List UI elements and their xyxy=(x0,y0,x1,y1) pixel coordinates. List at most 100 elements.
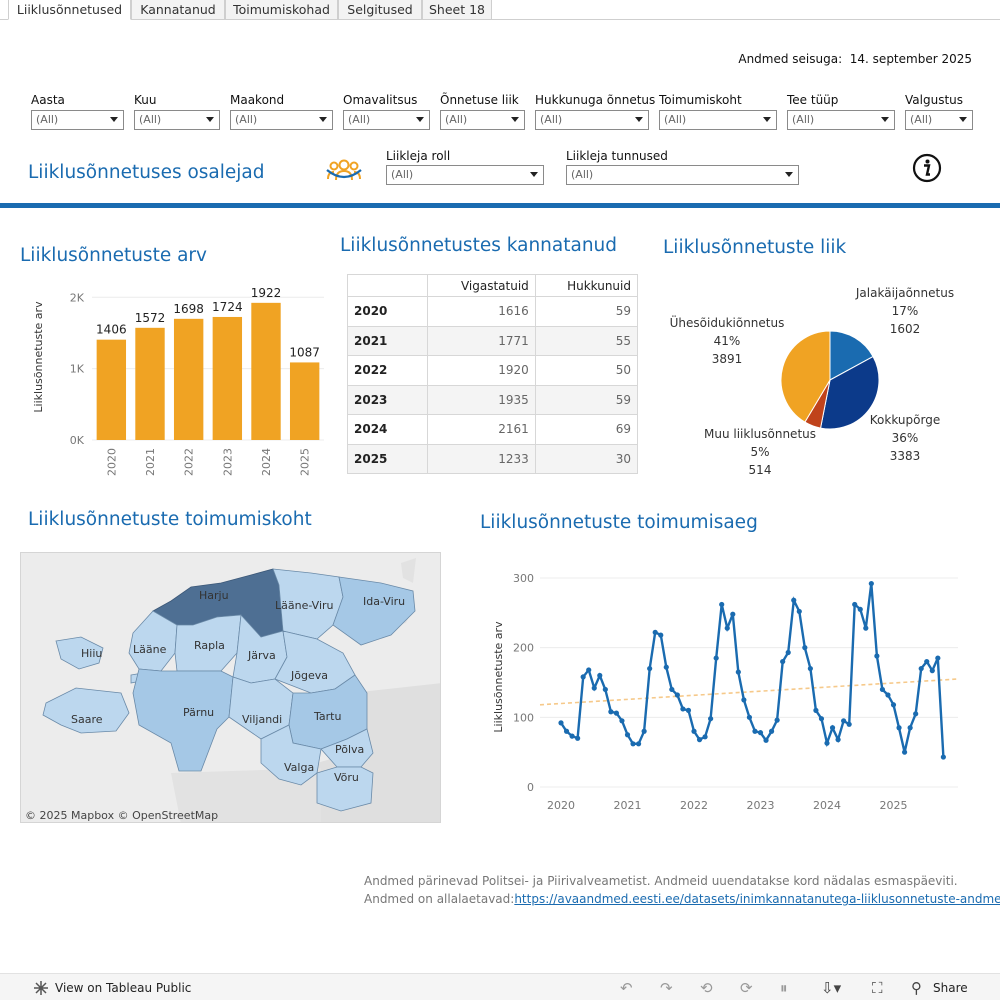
county-map[interactable]: Harju Lääne-Viru Ida-Viru Hiiu Lääne Rap… xyxy=(20,552,441,823)
line-point[interactable] xyxy=(569,733,575,739)
line-point[interactable] xyxy=(780,658,786,665)
line-point[interactable] xyxy=(674,692,680,698)
line-point[interactable] xyxy=(796,608,802,615)
line-point[interactable] xyxy=(774,717,780,723)
line-point[interactable] xyxy=(647,665,653,672)
filter-kuu-dropdown[interactable]: (All) xyxy=(134,110,220,130)
tab-liiklusonnetused[interactable]: Liiklusõnnetused xyxy=(8,0,131,20)
line-point[interactable] xyxy=(741,697,747,703)
line-point[interactable] xyxy=(879,686,886,693)
line-point[interactable] xyxy=(635,741,642,747)
line-point[interactable] xyxy=(802,645,808,651)
bar[interactable] xyxy=(135,327,165,440)
filter-liikleja-roll-dropdown[interactable]: (All) xyxy=(386,165,544,185)
line-point[interactable] xyxy=(746,714,753,720)
filter-maakond-dropdown[interactable]: (All) xyxy=(230,110,333,130)
filter-hukkunuga-dropdown[interactable]: (All) xyxy=(535,110,649,130)
bar[interactable] xyxy=(251,302,281,440)
region-parnu[interactable] xyxy=(132,668,234,772)
line-point[interactable] xyxy=(563,728,570,734)
view-on-tableau-link[interactable]: View on Tableau Public xyxy=(55,981,192,995)
line-point[interactable] xyxy=(652,629,658,635)
line-point[interactable] xyxy=(586,667,592,673)
bar[interactable] xyxy=(96,339,127,440)
line-point[interactable] xyxy=(580,674,586,680)
line-point[interactable] xyxy=(901,749,908,755)
line-point[interactable] xyxy=(613,710,620,716)
filter-tee-tuup-dropdown[interactable]: (All) xyxy=(787,110,895,130)
line-point[interactable] xyxy=(835,737,841,743)
line-point[interactable] xyxy=(868,580,874,587)
fullscreen-icon[interactable]: ⛶ xyxy=(872,979,883,997)
tab-toimumiskohad[interactable]: Toimumiskohad xyxy=(225,0,338,20)
info-icon[interactable] xyxy=(912,153,942,183)
line-point[interactable] xyxy=(763,737,769,743)
line-point[interactable] xyxy=(669,686,675,693)
line-point[interactable] xyxy=(619,718,625,724)
line-point[interactable] xyxy=(940,754,946,760)
filter-toimumiskoht-dropdown[interactable]: (All) xyxy=(659,110,777,130)
line-point[interactable] xyxy=(913,711,919,717)
line-point[interactable] xyxy=(708,716,714,722)
download-icon[interactable]: ⇩▾ xyxy=(821,979,842,997)
region-hiiu[interactable] xyxy=(55,636,104,670)
line-point[interactable] xyxy=(713,655,719,661)
line-point[interactable] xyxy=(658,632,664,638)
region-saare[interactable] xyxy=(42,687,130,734)
line-point[interactable] xyxy=(841,718,847,724)
pie-slice[interactable] xyxy=(819,355,880,430)
line-point[interactable] xyxy=(691,728,697,734)
line-point[interactable] xyxy=(663,664,669,670)
filter-aasta-dropdown[interactable]: (All) xyxy=(31,110,124,130)
line-point[interactable] xyxy=(602,686,608,693)
line-point[interactable] xyxy=(735,669,741,675)
line-point[interactable] xyxy=(730,611,736,617)
tab-selgitused[interactable]: Selgitused xyxy=(338,0,422,20)
line-point[interactable] xyxy=(608,709,614,715)
line-point[interactable] xyxy=(929,668,935,674)
filter-omavalitsus-dropdown[interactable]: (All) xyxy=(343,110,430,130)
line-point[interactable] xyxy=(591,685,597,691)
bar[interactable] xyxy=(289,362,320,440)
line-point[interactable] xyxy=(852,601,858,608)
filter-liikleja-tunnused-dropdown[interactable]: (All) xyxy=(566,165,799,185)
line-point[interactable] xyxy=(785,649,791,656)
line-point[interactable] xyxy=(702,734,708,740)
line-point[interactable] xyxy=(885,692,891,698)
region-voru[interactable] xyxy=(316,766,374,812)
line-point[interactable] xyxy=(818,716,825,722)
line-point[interactable] xyxy=(824,740,830,746)
line-point[interactable] xyxy=(874,653,880,659)
bar[interactable] xyxy=(212,316,243,440)
line-point[interactable] xyxy=(890,702,897,708)
line-point[interactable] xyxy=(813,707,819,713)
revert-icon[interactable]: ⟲ xyxy=(700,979,713,997)
refresh-icon[interactable]: ⟳ xyxy=(740,979,753,997)
region-ida-viru[interactable] xyxy=(332,576,416,646)
line-point[interactable] xyxy=(558,720,564,726)
line-point[interactable] xyxy=(757,730,764,736)
line-point[interactable] xyxy=(857,606,863,612)
line-point[interactable] xyxy=(896,725,902,731)
line-point[interactable] xyxy=(768,728,775,734)
line-point[interactable] xyxy=(918,665,924,672)
line-point[interactable] xyxy=(807,665,813,672)
line-point[interactable] xyxy=(924,658,930,665)
tab-kannatanud[interactable]: Kannatanud xyxy=(131,0,225,20)
line-point[interactable] xyxy=(724,625,730,631)
line-point[interactable] xyxy=(829,725,836,731)
filter-onnetuse-liik-dropdown[interactable]: (All) xyxy=(440,110,525,130)
undo-icon[interactable]: ↶ xyxy=(620,979,633,997)
line-point[interactable] xyxy=(791,597,797,603)
tab-sheet-18[interactable]: Sheet 18 xyxy=(422,0,492,20)
line-point[interactable] xyxy=(685,707,692,713)
pie-slice[interactable] xyxy=(780,330,831,423)
redo-icon[interactable]: ↷ xyxy=(660,979,673,997)
share-icon[interactable]: ⚲ xyxy=(911,979,922,997)
line-series[interactable] xyxy=(559,583,945,758)
line-point[interactable] xyxy=(696,737,703,743)
line-point[interactable] xyxy=(597,672,603,679)
line-point[interactable] xyxy=(680,706,686,712)
line-point[interactable] xyxy=(863,625,869,631)
line-point[interactable] xyxy=(624,732,631,738)
